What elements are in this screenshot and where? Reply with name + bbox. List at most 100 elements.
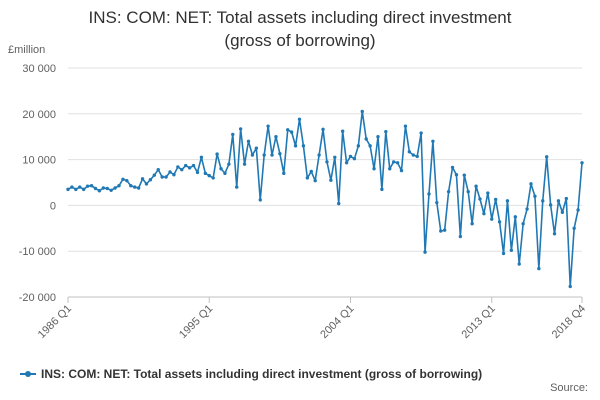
data-point[interactable] xyxy=(105,186,109,191)
data-point[interactable] xyxy=(262,153,266,157)
data-point[interactable] xyxy=(439,229,443,233)
data-point[interactable] xyxy=(580,161,584,165)
data-point[interactable] xyxy=(529,182,533,186)
data-point[interactable] xyxy=(482,211,486,216)
data-point[interactable] xyxy=(360,109,364,114)
data-point[interactable] xyxy=(301,144,306,148)
data-point[interactable] xyxy=(372,167,376,171)
data-point[interactable] xyxy=(568,284,572,289)
data-point[interactable] xyxy=(211,176,215,180)
data-point[interactable] xyxy=(403,124,408,128)
data-point[interactable] xyxy=(289,130,294,134)
data-point[interactable] xyxy=(97,189,102,193)
data-point[interactable] xyxy=(399,168,404,173)
data-point[interactable] xyxy=(164,175,168,179)
data-point[interactable] xyxy=(101,186,106,190)
data-point[interactable] xyxy=(513,215,517,219)
data-point[interactable] xyxy=(180,167,184,172)
data-point[interactable] xyxy=(572,226,576,230)
data-point[interactable] xyxy=(509,248,514,252)
data-point[interactable] xyxy=(486,191,490,195)
data-point[interactable] xyxy=(203,171,208,176)
data-point[interactable] xyxy=(423,250,427,254)
data-point[interactable] xyxy=(384,129,388,134)
data-point[interactable] xyxy=(466,189,470,194)
data-point[interactable] xyxy=(442,228,447,232)
data-point[interactable] xyxy=(227,162,231,166)
data-point[interactable] xyxy=(121,177,125,181)
data-point[interactable] xyxy=(356,144,361,148)
data-point[interactable] xyxy=(254,146,259,150)
data-point[interactable] xyxy=(560,210,565,214)
data-point[interactable] xyxy=(364,137,368,141)
data-point[interactable] xyxy=(474,184,478,188)
data-point[interactable] xyxy=(199,155,204,160)
data-point[interactable] xyxy=(305,176,310,180)
data-point[interactable] xyxy=(297,117,302,122)
data-point[interactable] xyxy=(133,185,137,189)
data-point[interactable] xyxy=(497,220,502,224)
data-point[interactable] xyxy=(329,178,333,182)
data-point[interactable] xyxy=(368,144,372,148)
data-point[interactable] xyxy=(521,222,525,226)
data-point[interactable] xyxy=(89,184,94,188)
data-point[interactable] xyxy=(505,199,510,203)
data-point[interactable] xyxy=(140,177,145,181)
data-point[interactable] xyxy=(238,127,243,131)
data-point[interactable] xyxy=(313,178,317,183)
data-point[interactable] xyxy=(501,251,506,256)
data-point[interactable] xyxy=(552,232,557,236)
data-point[interactable] xyxy=(144,182,149,186)
data-point[interactable] xyxy=(454,173,459,177)
data-point[interactable] xyxy=(219,167,223,171)
data-point[interactable] xyxy=(207,173,211,178)
data-point[interactable] xyxy=(125,178,129,183)
data-point[interactable] xyxy=(309,169,313,174)
data-point[interactable] xyxy=(129,184,133,188)
data-point[interactable] xyxy=(415,154,419,159)
data-point[interactable] xyxy=(215,152,219,156)
data-point[interactable] xyxy=(81,187,86,192)
data-point[interactable] xyxy=(117,184,121,188)
data-point[interactable] xyxy=(187,166,192,170)
data-point[interactable] xyxy=(223,171,227,176)
data-point[interactable] xyxy=(109,188,113,192)
data-point[interactable] xyxy=(266,124,270,128)
data-point[interactable] xyxy=(231,132,235,137)
data-point[interactable] xyxy=(172,173,176,177)
data-point[interactable] xyxy=(376,135,380,139)
data-point[interactable] xyxy=(541,199,545,203)
data-point[interactable] xyxy=(340,129,345,133)
data-point[interactable] xyxy=(184,163,188,168)
data-point[interactable] xyxy=(286,128,290,132)
data-point[interactable] xyxy=(168,170,172,174)
data-point[interactable] xyxy=(380,187,384,192)
data-point[interactable] xyxy=(407,150,412,154)
data-point[interactable] xyxy=(93,186,98,191)
data-point[interactable] xyxy=(462,173,466,177)
data-point[interactable] xyxy=(493,197,498,202)
data-point[interactable] xyxy=(274,135,278,139)
data-point[interactable] xyxy=(235,185,239,189)
data-point[interactable] xyxy=(419,131,423,135)
data-point[interactable] xyxy=(176,165,180,169)
data-point[interactable] xyxy=(544,155,549,159)
data-point[interactable] xyxy=(148,178,153,182)
data-point[interactable] xyxy=(66,187,70,192)
data-point[interactable] xyxy=(113,186,117,190)
data-point[interactable] xyxy=(258,198,262,202)
data-point[interactable] xyxy=(435,200,439,205)
data-point[interactable] xyxy=(533,194,537,198)
data-point[interactable] xyxy=(458,234,463,239)
data-point[interactable] xyxy=(411,153,415,157)
data-point[interactable] xyxy=(136,186,141,190)
data-point[interactable] xyxy=(537,266,541,271)
data-point[interactable] xyxy=(395,161,400,165)
data-point[interactable] xyxy=(278,151,282,156)
data-point[interactable] xyxy=(470,222,474,226)
data-point[interactable] xyxy=(270,153,274,157)
data-point[interactable] xyxy=(431,139,435,143)
data-point[interactable] xyxy=(564,196,569,201)
data-point[interactable] xyxy=(325,160,329,164)
data-point[interactable] xyxy=(317,153,321,157)
